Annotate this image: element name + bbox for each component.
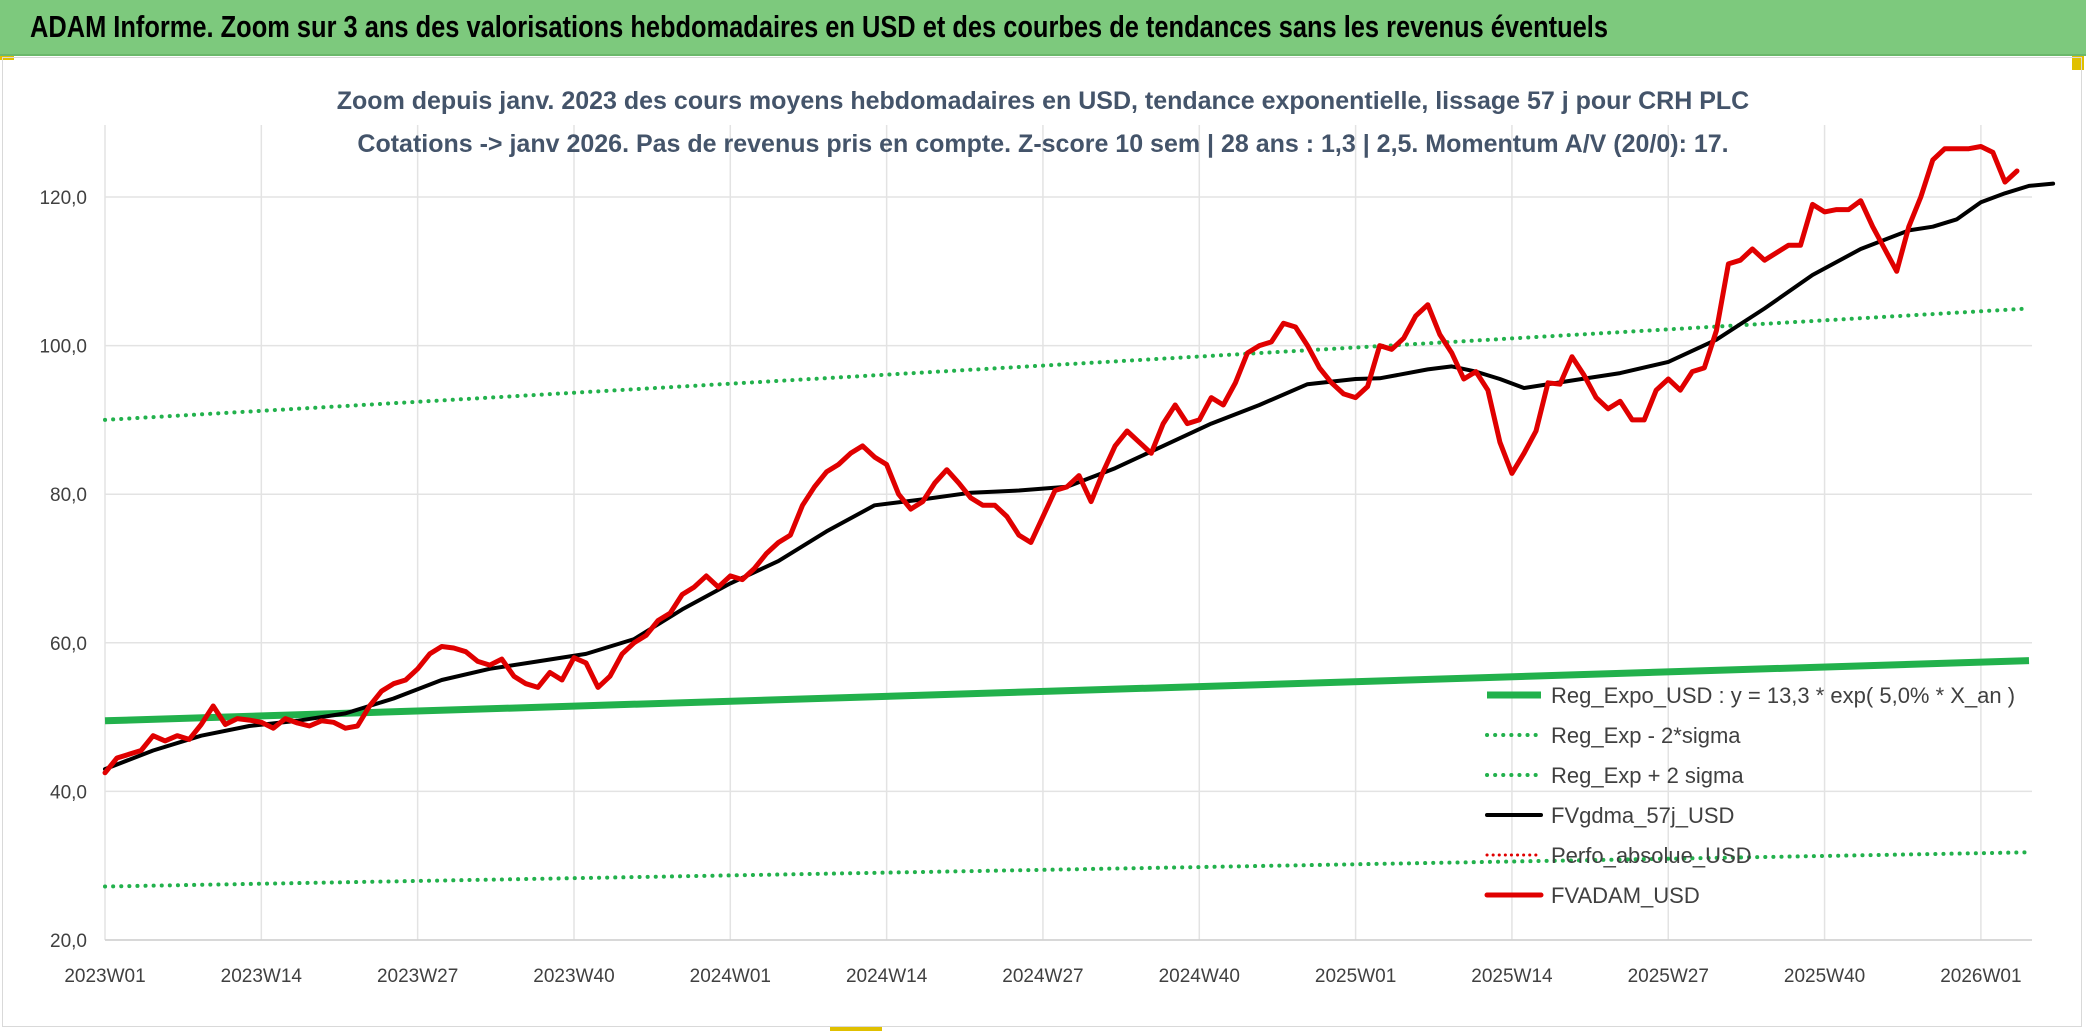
- series-line-fvadam-usd: [102, 144, 2020, 776]
- legend-label: Reg_Expo_USD : y = 13,3 * exp( 5,0% * X_…: [1551, 683, 2015, 708]
- x-tick-label: 2025W27: [1628, 966, 1709, 987]
- x-tick-label: 2023W01: [64, 966, 145, 987]
- series-line-reg-exp-2-sigma: [103, 306, 2031, 422]
- report-banner: ADAM Informe. Zoom sur 3 ans des valoris…: [0, 0, 2086, 56]
- legend-label: Reg_Exp - 2*sigma: [1551, 723, 1741, 748]
- x-tick-label: 2025W14: [1471, 966, 1553, 987]
- x-tick-label: 2023W14: [221, 966, 303, 987]
- x-tick-label: 2025W40: [1784, 966, 1865, 987]
- corner-mark: [830, 1027, 882, 1031]
- y-tick-label: 20,0: [50, 931, 87, 952]
- x-axis-ticks: 2023W01 2023W14 2023W27 2023W40 2024W01 2024W…: [64, 966, 2021, 987]
- gridlines: [104, 125, 2032, 941]
- y-tick-label: 40,0: [50, 782, 87, 803]
- x-tick-label: 2025W01: [1315, 966, 1396, 987]
- report-title: ADAM Informe. Zoom sur 3 ans des valoris…: [30, 9, 1608, 44]
- y-tick-label: 120,0: [39, 188, 87, 209]
- chart-title-line-2: Cotations -> janv 2026. Pas de revenus p…: [357, 130, 1728, 158]
- y-tick-label: 100,0: [39, 337, 87, 358]
- series-line-reg-exp-2-sigma: [103, 850, 2031, 889]
- chart-frame: [2, 57, 2082, 1027]
- corner-mark: [0, 56, 14, 60]
- series-line-fvgdma-57j-usd: [103, 181, 2056, 772]
- legend-label: FVADAM_USD: [1551, 883, 1700, 908]
- x-tick-label: 2024W01: [690, 966, 771, 987]
- legend: Reg_Expo_USD : y = 13,3 * exp( 5,0% * X_…: [1484, 683, 2015, 908]
- y-tick-label: 80,0: [50, 485, 87, 506]
- series-line-reg-expo-usd-y-13-3-exp-5-0-x-an: [104, 657, 2030, 725]
- legend-label: Perfo_absolue_USD: [1551, 843, 1752, 868]
- x-tick-label: 2024W14: [846, 966, 928, 987]
- x-tick-label: 2026W01: [1940, 966, 2021, 987]
- x-tick-label: 2023W40: [533, 966, 614, 987]
- y-tick-label: 60,0: [50, 634, 87, 655]
- y-axis-ticks: 20,0 40,0 60,0 80,0 100,0 120,0: [39, 188, 87, 952]
- x-tick-label: 2024W27: [1002, 966, 1083, 987]
- chart-title-line-1: Zoom depuis janv. 2023 des cours moyens …: [337, 87, 1749, 115]
- x-tick-label: 2024W40: [1159, 966, 1240, 987]
- legend-label: FVgdma_57j_USD: [1551, 803, 1734, 828]
- legend-label: Reg_Exp + 2 sigma: [1551, 763, 1744, 788]
- series-layer: [102, 144, 2056, 889]
- x-tick-label: 2023W27: [377, 966, 458, 987]
